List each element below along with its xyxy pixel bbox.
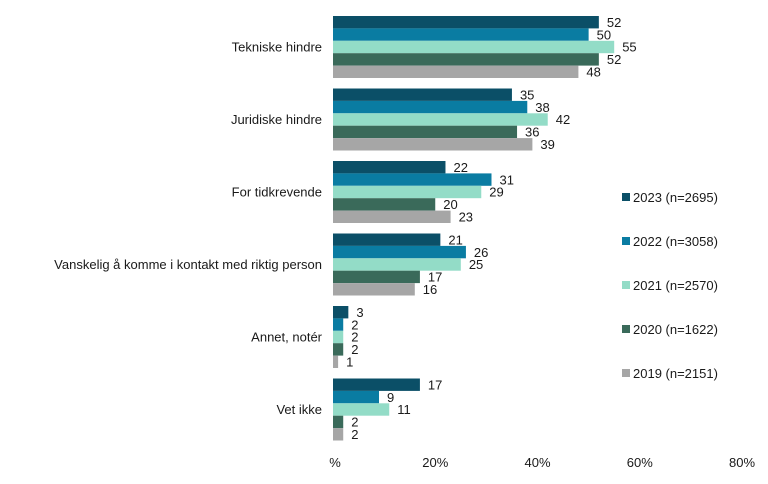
data-label: 55 [622, 40, 636, 55]
x-tick-label: 20% [422, 455, 448, 470]
bar [333, 270, 420, 284]
bar [333, 318, 344, 331]
data-label: 2 [351, 317, 358, 332]
legend-label: 2019 (n=2151) [633, 366, 718, 381]
bar [333, 28, 589, 41]
bar [333, 428, 344, 441]
data-label: 23 [459, 210, 473, 225]
bar [333, 40, 615, 54]
data-label: 48 [586, 65, 600, 80]
bar [333, 306, 349, 319]
data-label: 16 [423, 282, 437, 297]
bar [333, 258, 461, 271]
bar [333, 53, 599, 66]
data-label: 22 [453, 160, 467, 175]
category-label: Tekniske hindre [232, 40, 322, 55]
legend-label: 2020 (n=1622) [633, 322, 718, 337]
legend-label: 2023 (n=2695) [633, 190, 718, 205]
bar [333, 100, 528, 114]
bar [333, 16, 599, 29]
data-label: 20 [443, 197, 457, 212]
bar [333, 415, 344, 429]
data-label: 31 [499, 172, 513, 187]
bar [333, 113, 548, 126]
data-label: 3 [356, 305, 363, 320]
legend-swatch [622, 281, 630, 289]
category-label: Vet ikke [276, 402, 322, 417]
data-label: 11 [397, 402, 411, 417]
legend-label: 2021 (n=2570) [633, 278, 718, 293]
category-label: Vanskelig å komme i kontakt med riktig p… [54, 257, 322, 272]
data-label: 39 [540, 137, 554, 152]
data-label: 2 [351, 330, 358, 345]
bar [333, 378, 420, 391]
bar [333, 138, 533, 151]
bar [333, 355, 339, 368]
bar [333, 88, 512, 101]
data-label: 9 [387, 390, 394, 405]
bar [333, 185, 482, 199]
data-label: 52 [607, 15, 621, 30]
data-label: 38 [535, 100, 549, 115]
data-label: 36 [525, 125, 539, 140]
data-label: 17 [428, 270, 442, 285]
data-label: 2 [351, 342, 358, 357]
bar [333, 210, 451, 223]
legend-swatch [622, 237, 630, 245]
legend-swatch [622, 325, 630, 333]
data-label: 2 [351, 427, 358, 442]
data-label: 25 [469, 257, 483, 272]
x-tick-label: 80% [729, 455, 755, 470]
x-tick-label: 40% [524, 455, 550, 470]
bar [333, 198, 436, 211]
bar [333, 330, 344, 344]
x-tick-label: 60% [627, 455, 653, 470]
x-tick-label: % [329, 455, 341, 470]
data-label: 26 [474, 245, 488, 260]
data-label: 50 [597, 27, 611, 42]
bar [333, 403, 390, 416]
bar [333, 245, 466, 259]
legend-swatch [622, 193, 630, 201]
data-label: 1 [346, 355, 353, 370]
data-label: 52 [607, 52, 621, 67]
data-label: 42 [556, 112, 570, 127]
category-label: For tidkrevende [232, 185, 322, 200]
bar [333, 283, 415, 296]
data-label: 21 [448, 232, 462, 247]
legend-label: 2022 (n=3058) [633, 234, 718, 249]
bar [333, 390, 380, 404]
bar [333, 125, 518, 139]
data-label: 2 [351, 415, 358, 430]
bar [333, 233, 441, 246]
data-label: 35 [520, 87, 534, 102]
bar [333, 161, 446, 174]
legend-swatch [622, 369, 630, 377]
bar [333, 173, 492, 186]
category-label: Annet, notér [251, 330, 322, 345]
bar [333, 65, 579, 78]
data-label: 29 [489, 185, 503, 200]
category-label: Juridiske hindre [231, 112, 322, 127]
data-label: 17 [428, 377, 442, 392]
bar [333, 343, 344, 356]
